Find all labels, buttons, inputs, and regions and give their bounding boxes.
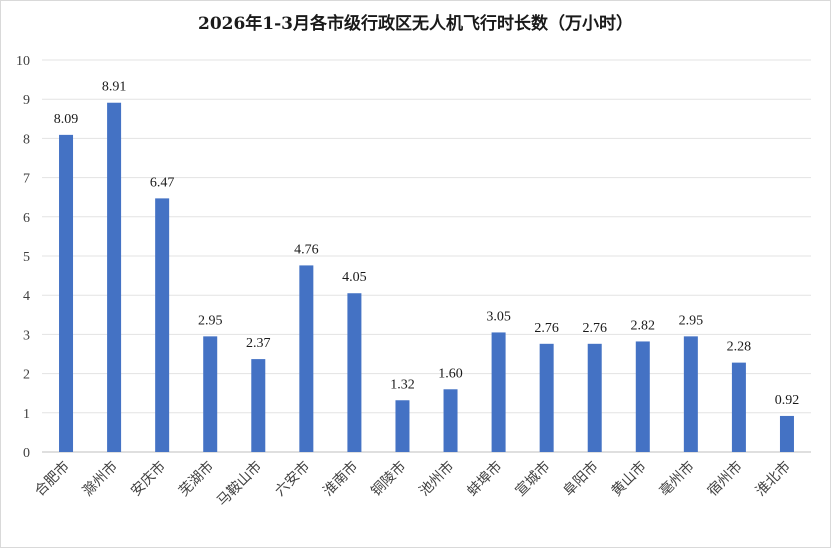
y-tick-label: 10 xyxy=(16,54,30,69)
x-tick-label: 亳州市 xyxy=(656,458,698,500)
bar xyxy=(779,415,794,452)
data-label: 0.92 xyxy=(775,393,800,408)
y-tick-label: 1 xyxy=(23,407,30,422)
bar xyxy=(731,362,746,452)
data-label: 4.76 xyxy=(294,242,319,257)
x-tick-label: 蚌埠市 xyxy=(464,458,506,500)
bar xyxy=(299,265,314,452)
bar xyxy=(155,198,170,452)
x-tick-label: 淮南市 xyxy=(320,458,362,500)
x-tick-label: 宿州市 xyxy=(704,458,746,500)
y-tick-label: 4 xyxy=(23,289,30,304)
y-tick-label: 0 xyxy=(23,446,30,461)
data-label: 4.05 xyxy=(342,270,367,285)
bar xyxy=(683,336,698,452)
x-tick-label: 铜陵市 xyxy=(368,458,410,500)
data-label: 2.76 xyxy=(534,321,559,336)
x-tick-label: 淮北市 xyxy=(752,458,794,500)
x-tick-label: 滁州市 xyxy=(79,458,121,500)
data-label: 2.95 xyxy=(679,313,704,328)
y-tick-label: 5 xyxy=(23,250,30,265)
bar xyxy=(443,389,458,452)
x-tick-label: 芜湖市 xyxy=(175,458,217,500)
data-label: 1.60 xyxy=(438,366,463,381)
y-tick-label: 3 xyxy=(23,328,30,343)
x-tick-label: 六安市 xyxy=(271,458,313,500)
data-label: 3.05 xyxy=(486,309,511,324)
x-tick-label: 合肥市 xyxy=(31,458,73,500)
bar xyxy=(635,341,650,452)
x-tick-label: 宣城市 xyxy=(512,458,554,500)
bar xyxy=(59,134,74,452)
bar xyxy=(107,102,122,452)
y-tick-label: 2 xyxy=(23,368,30,383)
bar xyxy=(203,336,218,452)
y-tick-label: 9 xyxy=(23,93,30,108)
data-label: 6.47 xyxy=(150,175,175,190)
bar xyxy=(395,400,410,452)
bar xyxy=(539,343,554,452)
data-label: 8.09 xyxy=(54,112,79,127)
bar xyxy=(251,359,266,452)
data-label: 1.32 xyxy=(390,377,415,392)
x-tick-label: 黄山市 xyxy=(608,458,650,500)
x-tick-label: 池州市 xyxy=(416,458,458,500)
data-label: 2.95 xyxy=(198,313,223,328)
y-tick-label: 7 xyxy=(23,172,30,187)
bar xyxy=(587,343,602,452)
x-tick-label: 阜阳市 xyxy=(560,458,602,500)
data-label: 8.91 xyxy=(102,80,127,95)
bar xyxy=(491,332,506,452)
y-tick-label: 6 xyxy=(23,211,30,226)
data-label: 2.82 xyxy=(631,318,656,333)
bar xyxy=(347,293,362,452)
data-label: 2.37 xyxy=(246,336,271,351)
chart-title: 2026年1-3月各市级行政区无人机飞行时长数（万小时） xyxy=(197,14,634,34)
y-tick-label: 8 xyxy=(23,132,30,147)
x-tick-label: 安庆市 xyxy=(127,458,169,500)
data-label: 2.28 xyxy=(727,340,752,355)
x-tick-label: 马鞍山市 xyxy=(213,458,265,510)
data-label: 2.76 xyxy=(582,321,607,336)
